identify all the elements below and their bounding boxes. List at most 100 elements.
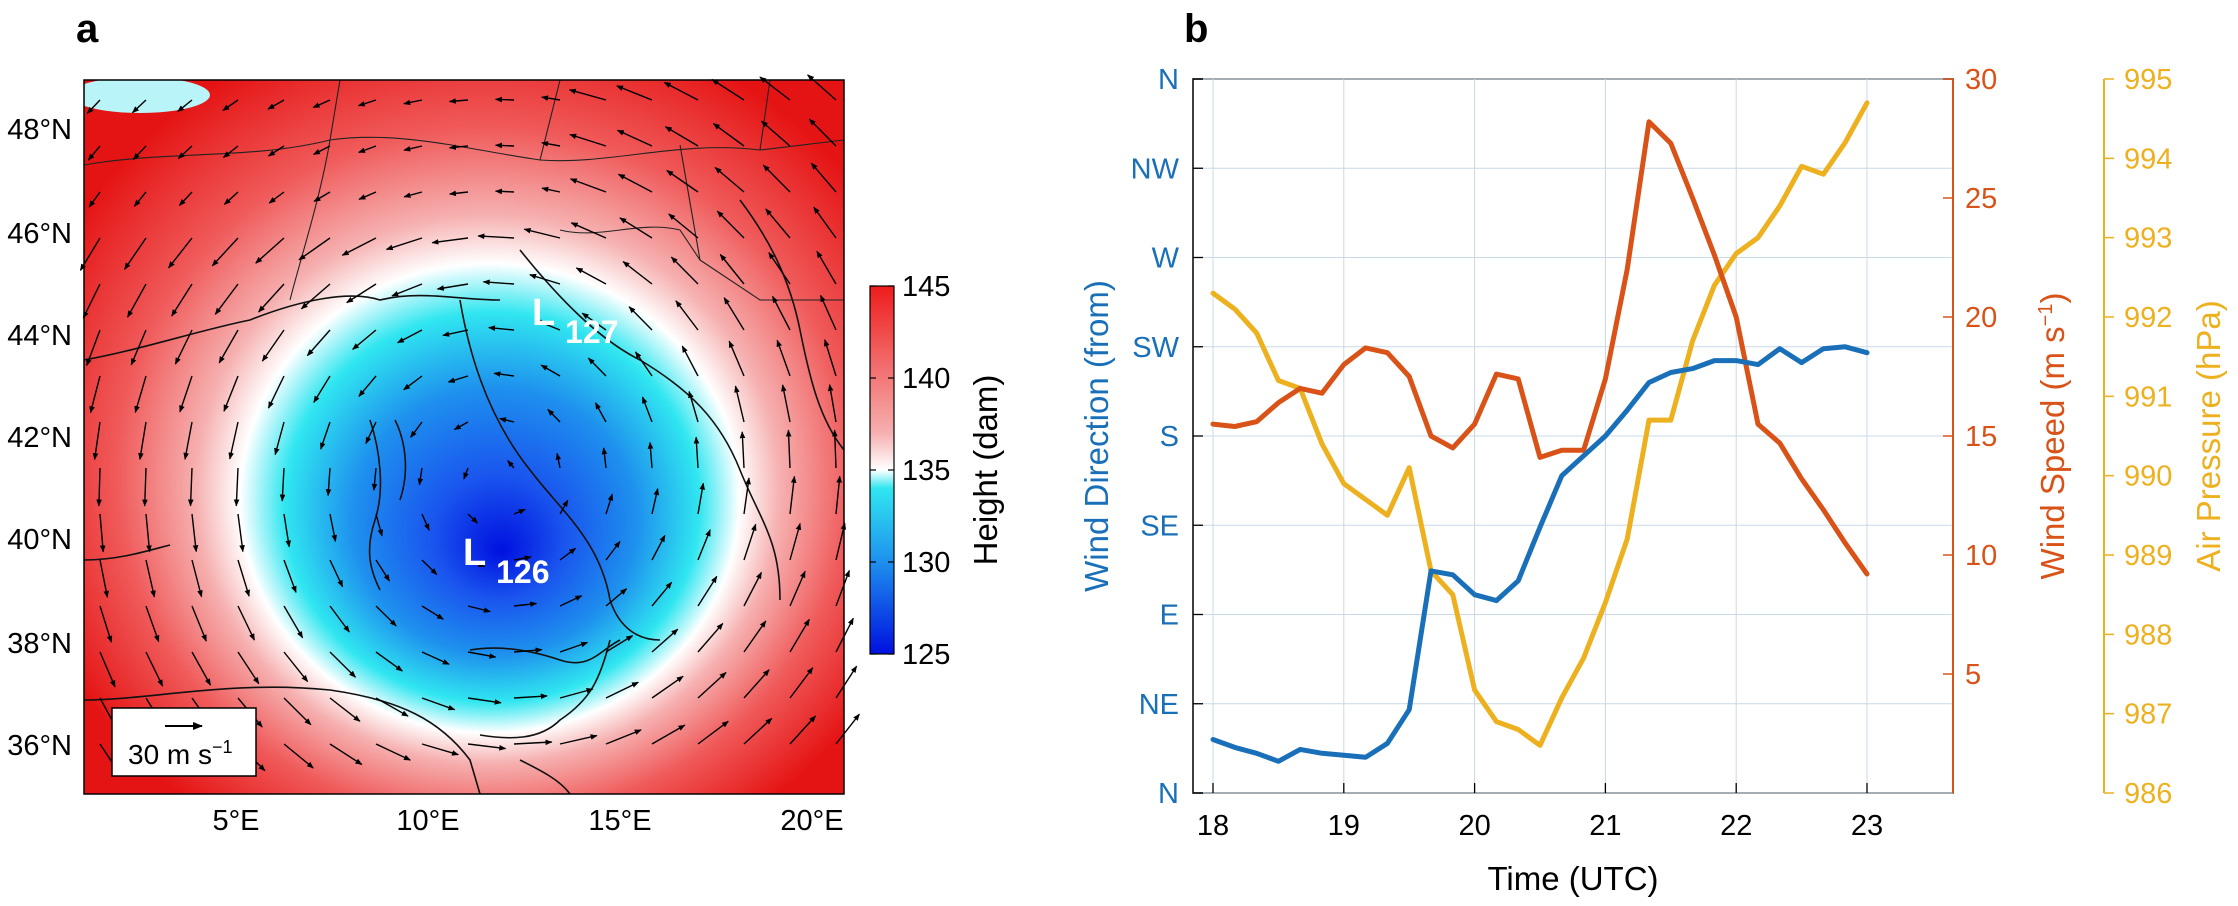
colorbar-tick-135: 135 [902, 455, 950, 487]
wind-vector [666, 169, 699, 193]
wind-vector [734, 385, 745, 423]
wind-vector [711, 78, 745, 101]
wind-vector [697, 575, 718, 607]
wind-vector [92, 421, 101, 461]
wind-vector [719, 253, 745, 285]
wind-vector [358, 375, 377, 397]
right2-axis-title: Air Pressure (hPa) [2190, 300, 2227, 571]
wind-vector [237, 559, 250, 597]
wind-vector [605, 540, 621, 561]
air-pressure-tick-label: 988 [2124, 619, 2172, 651]
wind-vector [759, 76, 791, 101]
wind-vector [771, 295, 791, 331]
wind-vector [513, 601, 538, 607]
wind-vector [628, 306, 653, 331]
wind-direction-ticks: N NE E SE S SW W NW N [1131, 64, 1203, 810]
wind-vector [447, 375, 469, 383]
wind-vector [743, 669, 770, 699]
wind-vector [403, 191, 423, 198]
wind-vector [513, 508, 526, 515]
panel-b-label: b [1184, 7, 1208, 51]
wind-vector [467, 743, 507, 751]
reference-vector-legend: 30 m s−1 [111, 707, 257, 777]
wind-vector [218, 329, 239, 364]
wind-speed-axis: 5 10 15 20 25 30 [1943, 64, 1997, 793]
lat-label-48: 48°N [7, 114, 72, 146]
wind-vector [569, 178, 607, 193]
wind-vector [467, 651, 497, 659]
colorbar-ticks [870, 285, 894, 655]
wind-vector [267, 375, 285, 409]
wind-vector [716, 210, 745, 239]
wind-vector [329, 605, 350, 633]
wind-vector [417, 467, 424, 486]
wind-vector [488, 325, 515, 331]
wind-vector [124, 237, 147, 270]
wind-vector [306, 329, 331, 357]
lat-label-46: 46°N [7, 218, 72, 250]
wind-direction-tick-label: SE [1140, 510, 1179, 542]
wind-vector [358, 145, 377, 154]
wind-vector [835, 475, 842, 515]
wind-vector [171, 283, 193, 317]
wind-vector [819, 294, 837, 331]
colorbar-tick-145: 145 [902, 271, 950, 303]
low-127-label: L 127 [532, 292, 618, 350]
wind-vector [329, 697, 361, 722]
wind-vector [832, 429, 838, 469]
right1-axis-title: Wind Speed (m s−1) [2034, 293, 2071, 580]
wind-vector [575, 267, 607, 285]
wind-vector [688, 390, 699, 423]
wind-vector [237, 651, 260, 685]
wind-vector [743, 523, 757, 561]
wind-vector [255, 237, 285, 264]
wind-vector [283, 651, 309, 683]
wind-speed-tick-label: 30 [1965, 64, 1997, 96]
wind-vector [403, 375, 423, 391]
colorbar-title: Height (dam) [967, 375, 1004, 566]
wind-vector [482, 279, 515, 286]
wind-vector [421, 513, 430, 531]
wind-vector [743, 477, 751, 515]
left-axis-title: Wind Direction (from) [1078, 280, 1115, 592]
wind-vector [619, 217, 653, 239]
wind-direction-tick-label: SW [1132, 332, 1179, 364]
wind-vector [283, 605, 304, 639]
low-127-letter: L [532, 292, 555, 334]
wind-vector [641, 396, 653, 423]
wind-vector [712, 123, 745, 147]
wind-vector [442, 329, 469, 337]
wind-vector [810, 162, 837, 193]
map-frame [83, 79, 845, 795]
wind-vector [768, 252, 791, 285]
x-axis-ticks: 18 19 20 21 22 23 [1197, 783, 1883, 842]
wind-vector [605, 729, 642, 745]
wind-vector [568, 88, 607, 101]
wind-vector [529, 273, 561, 285]
wind-vector [371, 467, 378, 491]
wind-vector [808, 118, 837, 147]
wind-vector [555, 452, 562, 469]
wind-vector [403, 145, 423, 152]
wind-vector [174, 329, 193, 365]
wind-vector [375, 697, 409, 717]
wind-vector [358, 191, 377, 200]
wind-vector [233, 467, 240, 507]
wind-vector [268, 191, 285, 204]
wind-vector [594, 402, 607, 423]
wind-vector [436, 283, 469, 291]
wind-direction-tick-label: N [1158, 64, 1179, 96]
lon-label-5: 5°E [212, 805, 259, 837]
wind-vector [283, 559, 297, 594]
series-line-wind-direction [1210, 344, 1870, 764]
reference-vector-box [111, 707, 257, 777]
wind-vector [541, 95, 561, 101]
wind-vector [807, 74, 837, 101]
wind-vector [145, 651, 164, 687]
air-pressure-axis: 986 987 988 989 990 991 992 993 994 995 [2103, 64, 2172, 810]
lat-label-36: 36°N [7, 730, 72, 762]
wind-vector [133, 191, 147, 207]
wind-direction-tick-label: N [1158, 778, 1179, 810]
wind-vector [375, 743, 411, 761]
wind-vector [675, 300, 699, 331]
